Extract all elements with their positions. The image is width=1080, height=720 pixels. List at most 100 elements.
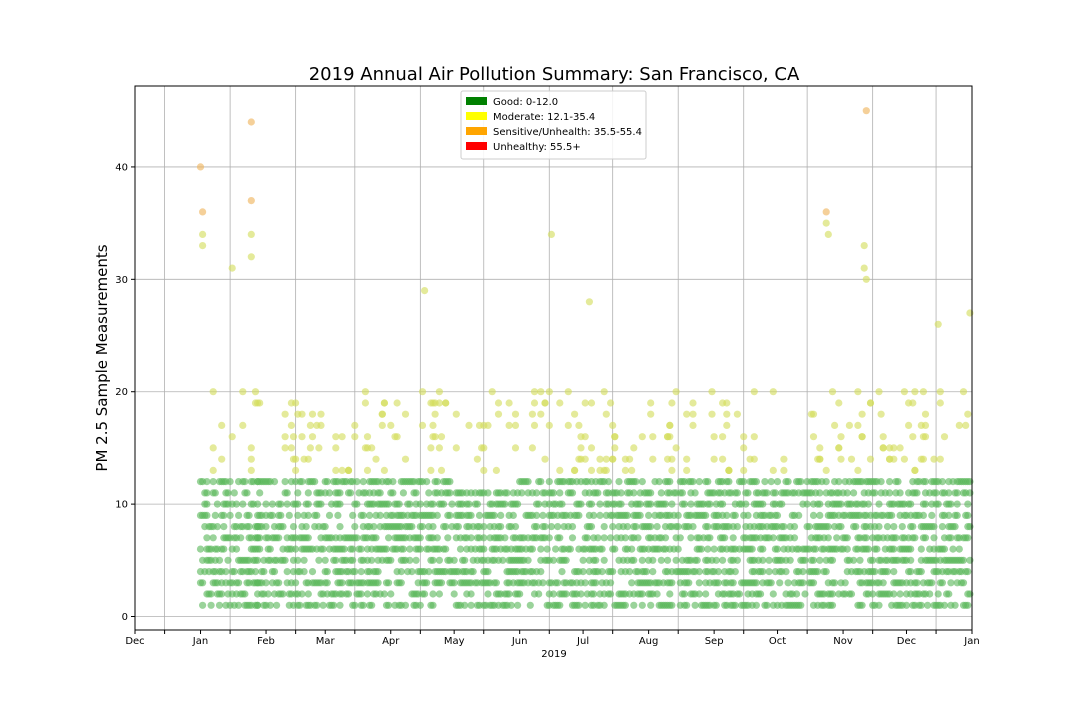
- data-point: [298, 590, 306, 598]
- data-point: [900, 455, 909, 463]
- data-point: [241, 590, 249, 598]
- data-point: [279, 523, 287, 531]
- data-point: [294, 511, 302, 519]
- data-point: [729, 579, 737, 587]
- data-point: [579, 556, 587, 564]
- data-point: [412, 556, 420, 564]
- data-point: [499, 556, 507, 564]
- data-point: [695, 568, 703, 576]
- data-point: [442, 545, 450, 553]
- data-point: [962, 421, 970, 429]
- data-point: [725, 466, 733, 474]
- legend-swatch: [466, 97, 487, 105]
- data-point: [835, 444, 843, 452]
- data-point: [632, 523, 640, 531]
- data-point: [805, 523, 813, 531]
- data-point: [934, 590, 942, 598]
- data-point: [964, 500, 972, 508]
- data-point: [607, 534, 615, 542]
- data-point: [528, 444, 537, 452]
- data-point: [706, 500, 714, 508]
- data-point: [752, 478, 761, 486]
- data-point: [368, 444, 376, 452]
- data-point: [292, 455, 300, 463]
- data-point: [247, 253, 255, 261]
- data-point: [361, 388, 369, 396]
- data-point: [708, 410, 716, 418]
- data-point: [484, 421, 492, 429]
- data-point: [740, 444, 748, 452]
- data-point: [247, 230, 255, 238]
- data-point: [281, 410, 289, 418]
- data-point: [752, 601, 761, 609]
- data-point: [674, 511, 682, 519]
- data-point: [480, 444, 488, 452]
- y-tick-label: 20: [115, 387, 128, 398]
- data-point: [886, 478, 894, 486]
- data-point: [719, 455, 727, 463]
- data-point: [919, 511, 928, 519]
- data-point: [896, 590, 904, 598]
- data-point: [744, 489, 752, 497]
- data-point: [484, 489, 492, 497]
- data-point: [209, 466, 217, 474]
- data-point: [533, 523, 541, 531]
- y-tick-label: 30: [115, 275, 128, 286]
- data-point: [719, 433, 727, 441]
- data-point: [778, 500, 786, 508]
- data-point: [568, 534, 577, 542]
- data-point: [773, 511, 782, 519]
- data-point: [585, 298, 594, 306]
- data-point: [626, 568, 634, 576]
- data-point: [530, 399, 539, 407]
- data-point: [666, 433, 674, 441]
- x-tick-label: Jul: [576, 636, 589, 647]
- data-point: [809, 433, 818, 441]
- data-point: [545, 388, 553, 396]
- data-point: [287, 421, 295, 429]
- data-point: [446, 489, 454, 497]
- data-point: [351, 433, 359, 441]
- y-tick-label: 0: [122, 612, 128, 623]
- data-point: [864, 545, 873, 553]
- data-point: [581, 433, 589, 441]
- data-point: [452, 410, 460, 418]
- data-point: [647, 601, 655, 609]
- data-point: [368, 601, 376, 609]
- data-point: [632, 478, 640, 486]
- data-point: [363, 433, 372, 441]
- data-point: [488, 388, 496, 396]
- data-point: [437, 433, 446, 441]
- data-point: [790, 523, 799, 531]
- data-point: [602, 466, 610, 474]
- data-point: [357, 568, 365, 576]
- data-point: [664, 556, 672, 564]
- data-point: [822, 466, 830, 474]
- data-point: [511, 410, 520, 418]
- data-point: [636, 511, 644, 519]
- data-point: [332, 466, 340, 474]
- data-point: [638, 433, 646, 441]
- data-point: [264, 590, 272, 598]
- data-point: [490, 511, 498, 519]
- data-point: [769, 388, 777, 396]
- x-axis-label: 2019: [541, 649, 566, 660]
- data-point: [763, 601, 771, 609]
- data-point: [207, 590, 215, 598]
- data-point: [372, 534, 380, 542]
- data-point: [767, 579, 775, 587]
- data-point: [824, 523, 832, 531]
- data-point: [450, 590, 458, 598]
- data-point: [317, 410, 325, 418]
- data-point: [232, 500, 241, 508]
- data-point: [862, 275, 870, 283]
- data-point: [873, 545, 881, 553]
- data-point: [581, 601, 589, 609]
- data-point: [843, 489, 851, 497]
- data-point: [936, 388, 944, 396]
- data-point: [374, 579, 382, 587]
- legend: Good: 0-12.0 Moderate: 12.1-35.4 Sensitive…: [460, 90, 647, 160]
- data-point: [579, 568, 587, 576]
- data-point: [423, 478, 431, 486]
- data-point: [630, 556, 638, 564]
